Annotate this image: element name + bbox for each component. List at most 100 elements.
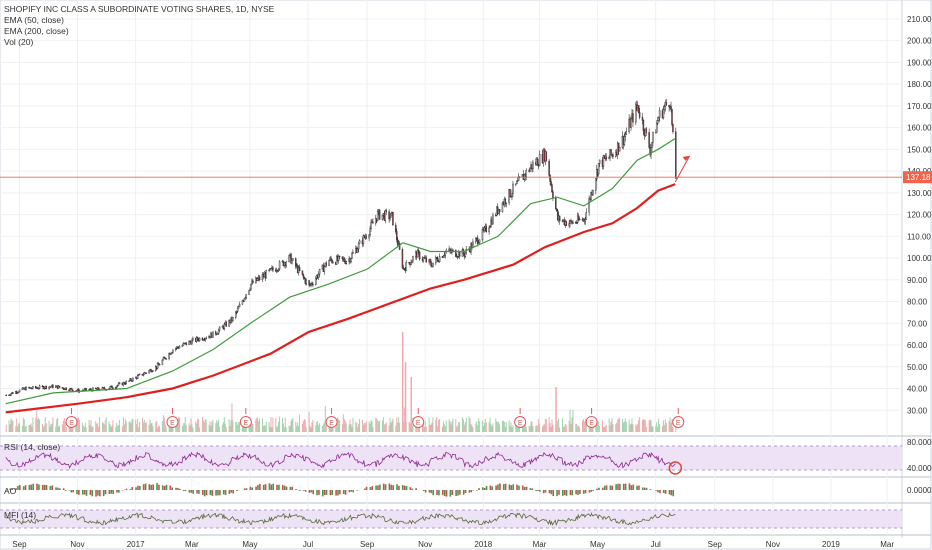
ao-bar (163, 485, 166, 490)
ao-bar (329, 490, 332, 496)
volume-bar (82, 425, 84, 432)
ao-bar (281, 484, 284, 490)
volume-bar (569, 409, 571, 432)
ao-bar (443, 490, 446, 497)
candle-body (256, 278, 259, 281)
ao-bar (259, 483, 261, 490)
volume-bar (537, 425, 539, 432)
ao-bar (489, 485, 492, 490)
ao-bar (641, 487, 644, 490)
ao-bar (198, 490, 200, 494)
volume-bar (296, 425, 298, 432)
candle-body (656, 123, 658, 133)
volume-bar (304, 419, 306, 432)
ao-bar (70, 490, 73, 493)
volume-bar (38, 417, 40, 432)
volume-bar (49, 426, 51, 432)
ao-bar (268, 483, 271, 490)
ao-bar (24, 485, 27, 490)
ao-bar (499, 483, 501, 490)
volume-bar (97, 422, 99, 432)
volume-bar (603, 426, 605, 432)
candle-body (145, 372, 147, 374)
volume-bar (663, 424, 665, 432)
legend-volume[interactable]: Vol (20) (4, 37, 34, 47)
rsi-label[interactable]: RSI (14, close) (4, 442, 61, 452)
ao-bar (15, 488, 17, 490)
volume-bar (112, 420, 114, 432)
candle-body (668, 105, 670, 108)
volume-bar (271, 427, 273, 432)
volume-bar (479, 421, 481, 432)
ao-bar (468, 490, 471, 493)
ao-bar (95, 490, 97, 497)
candle-body (148, 370, 150, 374)
ao-bar (142, 484, 145, 490)
candle-body (10, 393, 12, 396)
volume-bar (335, 426, 337, 432)
candle-body (216, 333, 219, 335)
volume-bar (488, 422, 490, 432)
ao-bar (344, 490, 347, 495)
ao-bar (483, 487, 486, 490)
candle-body (185, 342, 187, 345)
candle-body (103, 387, 106, 390)
volume-bar (62, 420, 64, 432)
time-tick-label: Nov (766, 540, 780, 549)
candle-body (432, 262, 434, 268)
candle-body (510, 195, 512, 198)
ao-bar (518, 485, 520, 490)
volume-bar (417, 424, 419, 432)
ao-bar (521, 485, 524, 490)
volume-bar (50, 424, 52, 432)
candle-body (117, 383, 120, 386)
volume-bar (469, 418, 471, 432)
ao-bar (459, 490, 461, 495)
earnings-label: E (329, 420, 334, 427)
volume-bar (551, 419, 553, 432)
earnings-label: E (416, 420, 421, 427)
ao-bar (291, 486, 294, 490)
volume-bar (372, 427, 374, 432)
candle-body (235, 310, 238, 313)
time-tick-label: Jul (651, 540, 661, 549)
volume-bar (425, 426, 427, 432)
ao-bar (403, 485, 406, 490)
ao-bar (161, 485, 164, 490)
volume-bar (463, 424, 465, 432)
volume-bar (268, 422, 270, 432)
volume-bar (444, 426, 446, 432)
legend-ema200[interactable]: EMA (200, close) (4, 26, 69, 36)
ao-bar (382, 483, 385, 490)
candle-body (411, 260, 413, 263)
ao-bar (41, 484, 44, 490)
mfi-label[interactable]: MFI (14) (4, 510, 37, 520)
candle-body (584, 219, 587, 222)
ao-bar (217, 490, 219, 496)
candle-body (205, 337, 207, 340)
volume-bar (443, 424, 445, 432)
volume-bar (637, 423, 639, 432)
ao-label[interactable]: AO (4, 486, 17, 496)
chart-title[interactable]: SHOPIFY INC CLASS A SUBORDINATE VOTING S… (4, 4, 275, 14)
candle-body (315, 278, 317, 285)
candle-body (551, 184, 553, 193)
volume-bar (298, 426, 300, 432)
legend-ema50[interactable]: EMA (50, close) (4, 15, 64, 25)
candle-body (278, 261, 281, 270)
volume-bar (403, 407, 405, 432)
ao-bar (72, 490, 74, 493)
time-tick-label: May (590, 540, 605, 549)
volume-bar (181, 426, 183, 432)
volume-bar (549, 423, 551, 432)
volume-bar (312, 419, 314, 432)
candle-body (395, 231, 398, 241)
volume-bar (499, 424, 501, 432)
ao-bar (592, 490, 595, 491)
candle-body (50, 386, 52, 388)
volume-bar (95, 420, 97, 432)
candle-body (290, 253, 292, 264)
volume-bar (441, 426, 443, 432)
volume-bar (152, 425, 154, 432)
